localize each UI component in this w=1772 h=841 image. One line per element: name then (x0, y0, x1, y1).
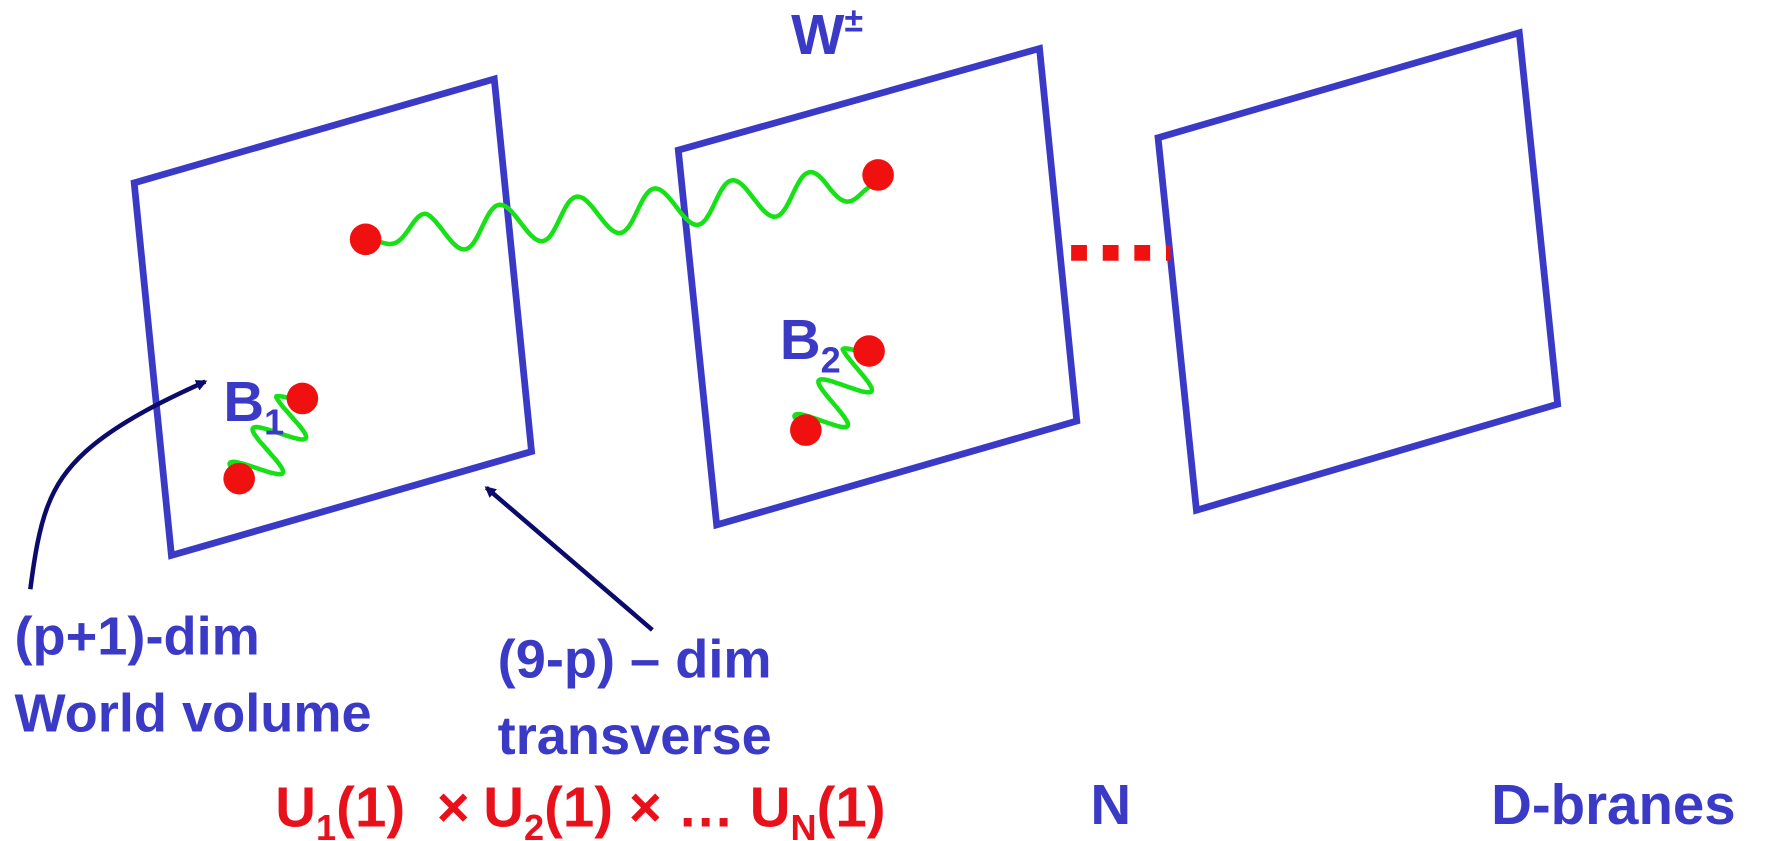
brane-2 (678, 49, 1076, 525)
b1-label: B1 (223, 370, 284, 443)
subscript: N (791, 807, 817, 841)
diagram: W± B1 B2 (p+1)-dim World volume (9-p) – … (0, 0, 1772, 841)
string-end (862, 159, 894, 191)
string-end (223, 463, 255, 495)
argument: (1) (336, 775, 405, 838)
brane-3 (1158, 33, 1558, 511)
page: W± B1 B2 (p+1)-dim World volume (9-p) – … (0, 0, 1772, 841)
gauge-group: U1(1)×U2(1)× …UN(1) (275, 775, 885, 841)
count-label: N (1090, 773, 1131, 836)
b2-label: B2 (780, 308, 841, 381)
w-label: W± (791, 2, 863, 67)
separator: × … (629, 775, 734, 838)
argument: (1) (817, 775, 886, 838)
string-end (853, 335, 885, 367)
brane-1 (134, 79, 531, 555)
argument: (1) (544, 775, 613, 838)
symbol: W (791, 3, 845, 66)
arrow (486, 488, 652, 630)
symbol: U (750, 775, 791, 838)
subscript: 1 (264, 402, 284, 443)
objects-label: D-branes (1491, 773, 1736, 836)
string-end (790, 414, 822, 446)
caption: World volume (15, 684, 372, 744)
separator: × (437, 775, 470, 838)
string-end (287, 383, 319, 415)
superscript: ± (844, 2, 863, 40)
arrow (30, 382, 205, 590)
symbol: B (780, 308, 821, 371)
subscript: 2 (524, 807, 544, 841)
subscript: 1 (316, 807, 336, 841)
w-string (366, 172, 871, 249)
string-end (350, 224, 382, 256)
symbol: B (223, 370, 264, 433)
subscript: 2 (821, 340, 841, 381)
symbol: U (483, 775, 524, 838)
caption: (9-p) – dim (498, 629, 772, 689)
symbol: U (275, 775, 316, 838)
caption: (p+1)-dim (15, 607, 260, 667)
caption: transverse (498, 706, 772, 766)
